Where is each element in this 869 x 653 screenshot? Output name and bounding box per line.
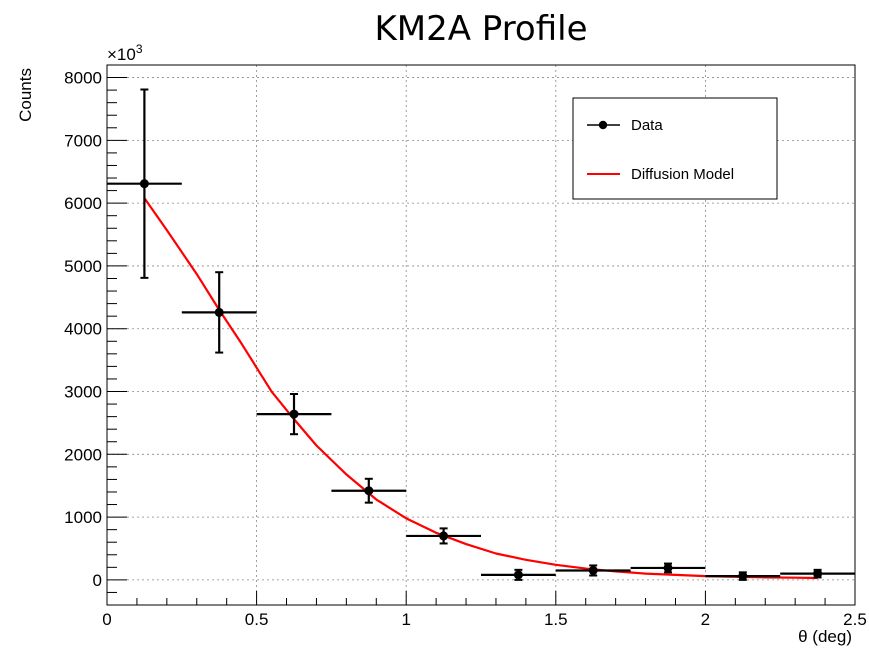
y-tick-label: 1000	[64, 508, 102, 527]
data-point	[813, 569, 823, 579]
y-axis: 0 1000 2000 3000 4000 5000 6000 7000 8000	[64, 64, 127, 606]
data-point	[139, 179, 149, 189]
data-point-group	[630, 562, 706, 574]
y-tick-label: 5000	[64, 257, 102, 276]
legend-box	[572, 97, 778, 200]
x-tick-label: 1.5	[544, 610, 568, 629]
model-layer	[143, 197, 818, 580]
y-axis-title: Counts	[16, 68, 35, 122]
chart-title: KM2A Profile	[374, 9, 587, 49]
data-point-group	[107, 88, 182, 279]
y-tick-label: 3000	[64, 383, 102, 402]
data-point-group	[256, 393, 332, 436]
data-point	[663, 563, 673, 573]
y-tick-label: 4000	[64, 320, 102, 339]
y-tick-label: 6000	[64, 194, 102, 213]
data-layer	[107, 88, 855, 581]
legend: Data Diffusion Model	[572, 97, 778, 200]
data-point-group	[555, 564, 631, 577]
data-point-group	[780, 568, 855, 579]
y-tick-label: 2000	[64, 445, 102, 464]
y-axis-multiplier: ×103	[107, 42, 143, 64]
y-axis-multiplier-base: ×10	[107, 45, 136, 64]
data-point-group	[406, 527, 481, 545]
model-curve	[143, 197, 818, 580]
data-point	[738, 571, 748, 581]
plot-frame	[106, 64, 856, 606]
legend-label-data: Data	[631, 117, 663, 134]
x-tick-label: 0	[102, 610, 111, 629]
y-tick-label: 7000	[64, 131, 102, 150]
x-tick-label: 0.5	[245, 610, 269, 629]
legend-data-marker	[598, 120, 608, 130]
legend-label-model: Diffusion Model	[631, 166, 734, 183]
data-point	[513, 570, 523, 580]
data-point	[439, 531, 449, 541]
y-axis-multiplier-exponent: 3	[136, 42, 143, 56]
x-axis: 0 0.5 1 1.5 2 2.5	[102, 591, 867, 629]
x-tick-label: 2	[701, 610, 710, 629]
data-point-group	[181, 271, 257, 354]
x-tick-label: 2.5	[843, 610, 867, 629]
x-tick-label: 1	[401, 610, 410, 629]
data-point-group	[481, 568, 556, 581]
data-point	[289, 409, 299, 419]
data-point-group	[331, 477, 407, 504]
data-point	[214, 307, 224, 317]
y-tick-label: 0	[93, 571, 102, 590]
data-point	[364, 486, 374, 496]
data-point-group	[705, 571, 781, 581]
data-point	[588, 565, 598, 575]
x-axis-title: θ (deg)	[798, 627, 852, 646]
y-tick-label: 8000	[64, 69, 102, 88]
